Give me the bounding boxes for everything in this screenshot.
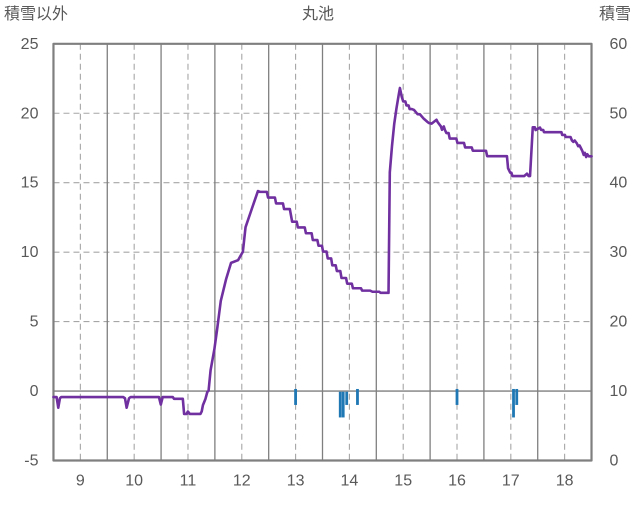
svg-text:積雪: 積雪	[599, 5, 631, 23]
svg-text:15: 15	[21, 175, 39, 192]
svg-text:10: 10	[125, 473, 143, 490]
svg-text:16: 16	[448, 473, 466, 490]
svg-text:14: 14	[341, 473, 359, 490]
svg-text:10: 10	[610, 383, 628, 400]
svg-text:20: 20	[610, 314, 628, 331]
svg-text:9: 9	[76, 473, 85, 490]
svg-text:15: 15	[394, 473, 412, 490]
svg-text:11: 11	[180, 473, 197, 490]
svg-text:60: 60	[610, 36, 628, 53]
svg-text:5: 5	[30, 314, 39, 331]
svg-text:-5: -5	[24, 453, 38, 470]
svg-text:20: 20	[21, 105, 39, 122]
svg-text:50: 50	[610, 105, 628, 122]
svg-text:0: 0	[30, 383, 39, 400]
svg-text:40: 40	[610, 175, 628, 192]
svg-text:10: 10	[21, 244, 39, 261]
svg-text:丸池: 丸池	[302, 5, 334, 23]
svg-text:17: 17	[502, 473, 520, 490]
svg-text:積雪以外: 積雪以外	[4, 5, 68, 23]
svg-text:13: 13	[287, 473, 305, 490]
svg-text:12: 12	[233, 473, 251, 490]
svg-text:18: 18	[556, 473, 574, 490]
svg-text:0: 0	[610, 453, 619, 470]
svg-text:25: 25	[21, 36, 39, 53]
svg-text:30: 30	[610, 244, 628, 261]
